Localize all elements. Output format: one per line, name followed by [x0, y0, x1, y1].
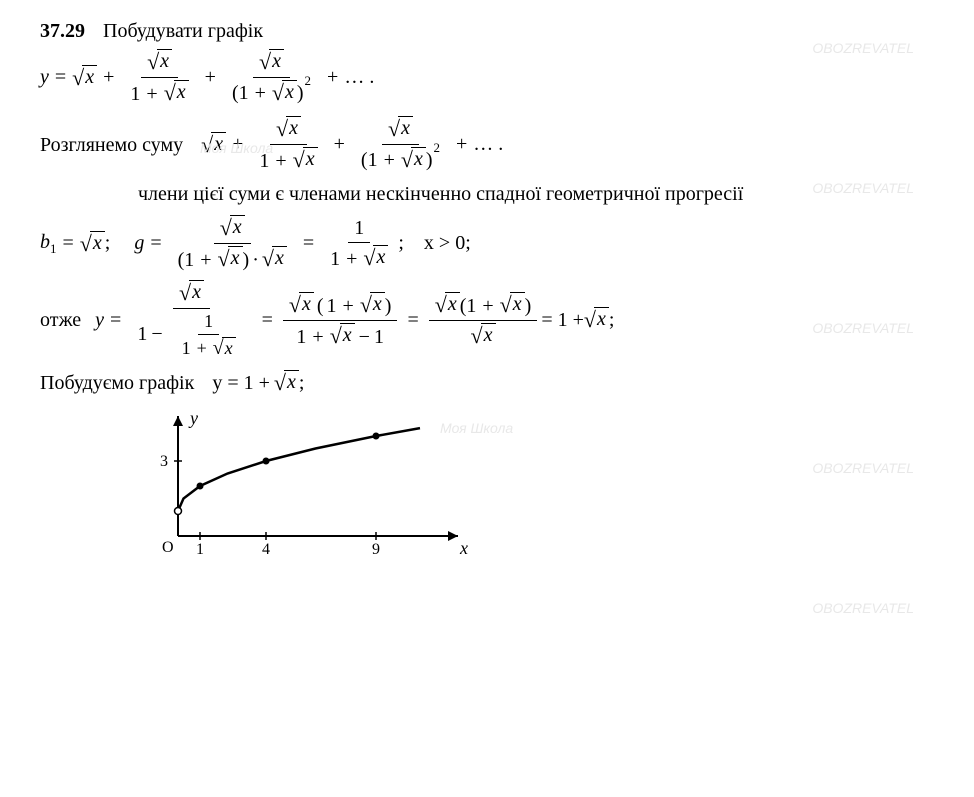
header-row: 37.29 Побудувати графік: [40, 20, 934, 43]
text-members: члени цієї суми є членами нескінченно сп…: [138, 181, 934, 207]
final-equation: y = 1 +: [212, 372, 270, 395]
result-final: = 1 +: [541, 309, 584, 332]
sqrt-x: √x: [72, 65, 97, 91]
svg-text:3: 3: [160, 453, 168, 470]
var-g: g: [134, 232, 144, 255]
equation-main: y = √x + √x 1+√x + √x (1+√x)2 + … .: [40, 49, 934, 106]
svg-text:1: 1: [196, 541, 204, 558]
graph-container: y x O 3 1 4 9: [138, 406, 934, 571]
var-y: y: [40, 66, 49, 89]
svg-text:O: O: [162, 539, 174, 556]
plus: +: [205, 66, 216, 89]
text-build: Побудуємо графік: [40, 370, 194, 396]
text-therefore: отже: [40, 307, 81, 333]
problem-number: 37.29: [40, 20, 85, 43]
problem-title: Побудувати графік: [103, 20, 263, 43]
consider-sum-row: Розглянемо суму √x + √x 1+√x + √x (1+√x)…: [40, 116, 934, 173]
build-graph-row: Побудуємо графік y = 1 + √x;: [40, 370, 934, 396]
domain-cond: x > 0;: [424, 232, 471, 255]
svg-text:4: 4: [262, 541, 270, 558]
sqrt-x: √x: [201, 132, 226, 158]
ellipsis: … .: [344, 66, 374, 89]
graph-svg: y x O 3 1 4 9: [138, 406, 478, 566]
svg-text:y: y: [188, 408, 198, 428]
svg-text:x: x: [459, 538, 468, 558]
equals: =: [55, 66, 66, 89]
term-3: √x (1+√x)2: [226, 49, 317, 106]
plus: +: [103, 66, 114, 89]
text-consider: Розглянемо суму: [40, 132, 183, 158]
equation-b1-g: b1 = √x ; g = √x (1+√x)·√x = 1 1+√x ; x …: [40, 215, 934, 272]
watermark: OBOZREVATEL: [812, 600, 914, 616]
plus: +: [327, 66, 338, 89]
equation-result: отже y = √x 1− 1 1+√x = √x(1+√x) 1+√x−1 …: [40, 280, 934, 360]
b1: b1: [40, 231, 57, 257]
svg-text:9: 9: [372, 541, 380, 558]
term-2: √x 1+√x: [124, 49, 194, 106]
